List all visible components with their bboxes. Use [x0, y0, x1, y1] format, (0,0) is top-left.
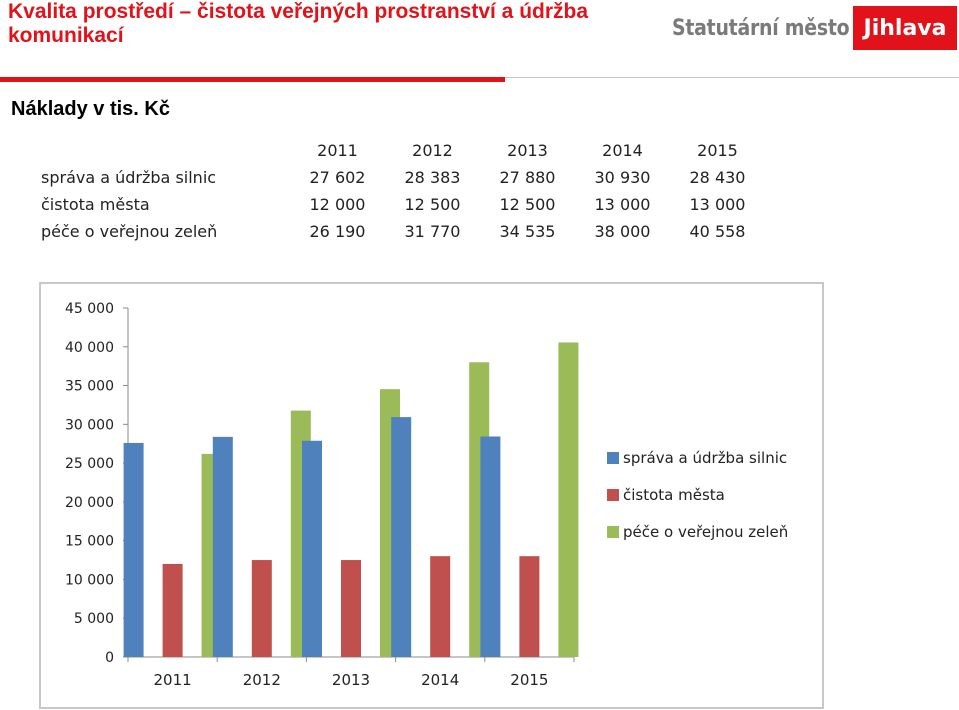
- table-row-label: správa a údržba silnic: [41, 168, 217, 187]
- y-tick-label: 30 000: [65, 417, 114, 433]
- y-tick-label: 25 000: [65, 456, 114, 472]
- legend-swatch: [607, 526, 619, 538]
- table-column-header: 2011: [317, 141, 358, 160]
- bar-1-2014: [391, 417, 412, 657]
- table-column-header: 2013: [507, 141, 548, 160]
- table-cell: 12 500: [404, 195, 461, 214]
- brand-prefix: Statutární město: [672, 16, 850, 41]
- table-row: správa a údržba silnic 27 602 28 383 27 …: [37, 164, 765, 191]
- table-row: čistota města 12 000 12 500 12 500 13 00…: [37, 191, 765, 218]
- y-tick-label: 0: [105, 650, 114, 666]
- y-tick-label: 45 000: [65, 301, 114, 317]
- page-title: Kvalita prostředí – čistota veřejných pr…: [8, 0, 589, 47]
- brand-name: Jihlava: [853, 6, 957, 50]
- table-corner: [37, 137, 290, 164]
- table-header-row: 2011 2012 2013 2014 2015: [37, 137, 765, 164]
- table-cell: 28 430: [689, 168, 746, 187]
- table-cell: 40 558: [689, 222, 746, 241]
- table-column-header: 2012: [412, 141, 453, 160]
- x-tick-label: 2013: [332, 671, 370, 689]
- table-cell: 12 000: [309, 195, 366, 214]
- bar-chart: 0 5 000 10 000 15 000 20 000 25 000 30 000 35 0…: [65, 301, 788, 689]
- table-cell: 28 383: [404, 168, 461, 187]
- legend-label: čistota města: [623, 486, 725, 504]
- table-row-label: péče o veřejnou zeleň: [41, 222, 218, 241]
- x-tick-label: 2012: [243, 671, 281, 689]
- x-tick-label: 2011: [154, 671, 192, 689]
- table-cell: 27 602: [309, 168, 366, 187]
- y-tick-label: 5 000: [74, 611, 114, 627]
- table-cell: 27 880: [499, 168, 556, 187]
- table-cell: 12 500: [499, 195, 556, 214]
- table-cell: 30 930: [594, 168, 651, 187]
- bar-2-2011: [162, 563, 183, 657]
- bar-1-2015: [480, 436, 501, 657]
- title-underline: [505, 77, 959, 78]
- cost-table: 2011 2012 2013 2014 2015 správa a údržba…: [37, 137, 765, 245]
- x-tick-label: 2015: [510, 671, 548, 689]
- x-tick-label: 2014: [421, 671, 459, 689]
- table-row: péče o veřejnou zeleň 26 190 31 770 34 5…: [37, 218, 765, 245]
- table-row-label: čistota města: [41, 195, 150, 214]
- y-tick-label: 35 000: [65, 379, 114, 395]
- bar-3-2015: [558, 342, 579, 657]
- y-tick-label: 20 000: [65, 495, 114, 511]
- y-tick-label: 40 000: [65, 340, 114, 356]
- y-tick-label: 15 000: [65, 534, 114, 550]
- title-underline-accent: [0, 77, 505, 82]
- table-cell: 13 000: [594, 195, 651, 214]
- y-tick-label: 10 000: [65, 572, 114, 588]
- table-column-header: 2015: [697, 141, 738, 160]
- table-cell: 13 000: [689, 195, 746, 214]
- bar-2-2015: [519, 556, 540, 657]
- legend-label: správa a údržba silnic: [623, 449, 787, 467]
- bar-2-2014: [430, 556, 451, 657]
- legend-label: péče o veřejnou zeleň: [623, 523, 788, 541]
- table-cell: 38 000: [594, 222, 651, 241]
- bar-1-2011: [123, 442, 144, 657]
- bar-2-2012: [251, 560, 272, 657]
- bar-2-2013: [341, 560, 361, 657]
- chart-frame: 0 5 000 10 000 15 000 20 000 25 000 30 000 35 0…: [39, 282, 824, 709]
- legend-swatch: [607, 452, 619, 464]
- bar-1-2012: [212, 436, 233, 657]
- chart-subtitle: Náklady v tis. Kč: [11, 98, 170, 120]
- table-cell: 26 190: [309, 222, 366, 241]
- legend-swatch: [607, 489, 619, 501]
- bar-1-2013: [302, 440, 322, 657]
- table-cell: 34 535: [499, 222, 556, 241]
- table-cell: 31 770: [404, 222, 461, 241]
- table-column-header: 2014: [602, 141, 643, 160]
